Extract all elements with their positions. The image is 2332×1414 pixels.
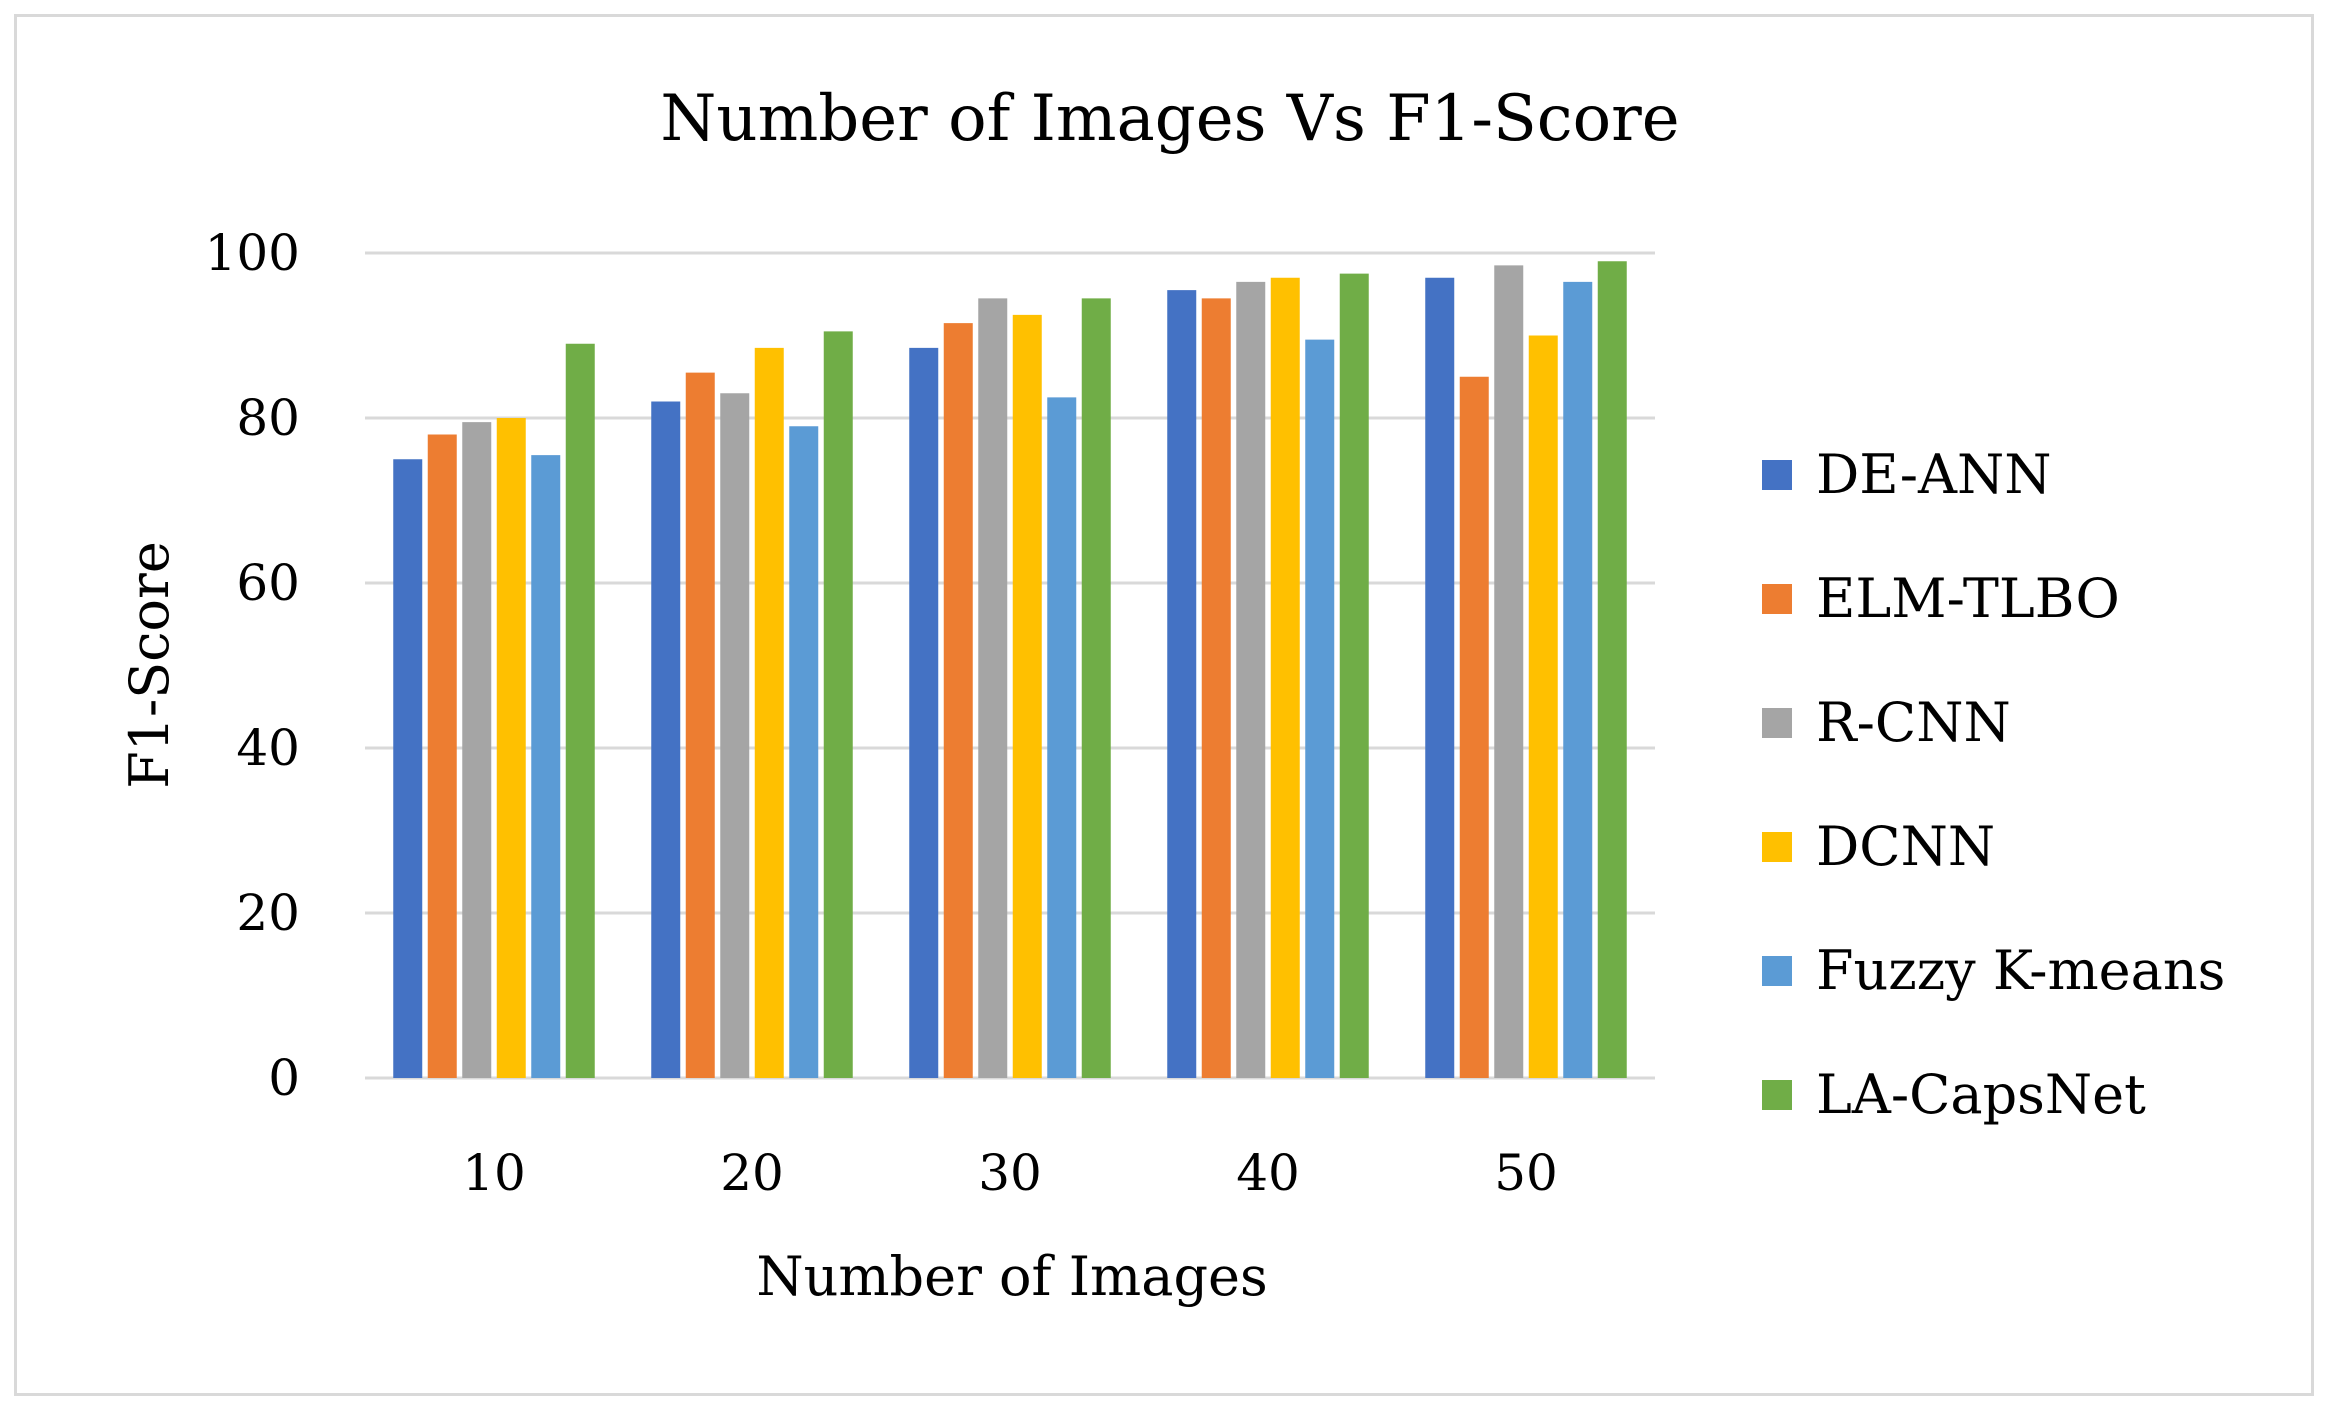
bar-la-capsnet-50: [1597, 261, 1627, 1078]
bar-dcnn-10: [496, 418, 526, 1078]
bars: [393, 261, 1627, 1078]
y-axis-ticks: 0 20 40 60 80 100: [205, 224, 300, 1107]
bar-elm-tlbo-10: [427, 434, 457, 1078]
bar-la-capsnet-30: [1081, 298, 1111, 1078]
legend-swatch: [1762, 832, 1792, 862]
y-tick-label: 60: [236, 554, 300, 612]
legend-label: R-CNN: [1816, 691, 2011, 754]
legend-label: Fuzzy K-means: [1816, 939, 2225, 1002]
bar-r-cnn-10: [462, 422, 492, 1078]
bar-de-ann-30: [909, 347, 939, 1078]
bar-r-cnn-40: [1236, 281, 1266, 1078]
bar-fuzzy-k-means-40: [1305, 339, 1335, 1078]
y-tick-label: 20: [236, 884, 300, 942]
legend-label: ELM-TLBO: [1816, 567, 2120, 630]
bar-fuzzy-k-means-20: [789, 426, 819, 1078]
bar-fuzzy-k-means-10: [531, 455, 561, 1078]
legend-swatch: [1762, 1080, 1792, 1110]
bar-de-ann-40: [1167, 290, 1197, 1078]
chart-title: Number of Images Vs F1-Score: [660, 82, 1679, 156]
bar-dcnn-30: [1012, 314, 1042, 1078]
x-tick-label: 10: [462, 1144, 526, 1202]
bar-dcnn-50: [1528, 335, 1558, 1078]
y-tick-label: 40: [236, 719, 300, 777]
legend-label: DE-ANN: [1816, 443, 2051, 506]
legend-swatch: [1762, 460, 1792, 490]
bar-elm-tlbo-50: [1459, 376, 1489, 1078]
x-tick-label: 20: [720, 1144, 784, 1202]
y-tick-label: 100: [205, 224, 300, 282]
bar-r-cnn-30: [978, 298, 1008, 1078]
bar-de-ann-20: [651, 401, 681, 1078]
bar-elm-tlbo-40: [1201, 298, 1231, 1078]
bar-elm-tlbo-30: [943, 323, 973, 1078]
bar-dcnn-20: [754, 347, 784, 1078]
legend-swatch: [1762, 956, 1792, 986]
bar-r-cnn-50: [1494, 265, 1524, 1078]
legend: DE-ANN ELM-TLBO R-CNN DCNN Fuzzy K-means LA-C…: [1762, 443, 2225, 1126]
bar-la-capsnet-20: [823, 331, 853, 1078]
legend-label: DCNN: [1816, 815, 1995, 878]
bar-fuzzy-k-means-30: [1047, 397, 1077, 1078]
y-tick-label: 80: [236, 389, 300, 447]
x-axis-title: Number of Images: [756, 1245, 1267, 1308]
bar-la-capsnet-10: [565, 343, 595, 1078]
bar-dcnn-40: [1270, 277, 1300, 1078]
x-tick-label: 30: [978, 1144, 1042, 1202]
bar-r-cnn-20: [720, 393, 750, 1078]
legend-swatch: [1762, 708, 1792, 738]
y-tick-label: 0: [268, 1049, 300, 1107]
legend-swatch: [1762, 584, 1792, 614]
x-tick-label: 40: [1236, 1144, 1300, 1202]
y-axis-title: F1-Score: [118, 541, 181, 789]
legend-label: LA-CapsNet: [1816, 1063, 2146, 1126]
x-axis-ticks: 10 20 30 40 50: [462, 1144, 1558, 1202]
bar-fuzzy-k-means-50: [1563, 281, 1593, 1078]
bar-elm-tlbo-20: [685, 372, 715, 1078]
bar-la-capsnet-40: [1339, 273, 1369, 1078]
x-tick-label: 50: [1494, 1144, 1558, 1202]
bar-de-ann-50: [1425, 277, 1455, 1078]
bar-de-ann-10: [393, 459, 423, 1078]
